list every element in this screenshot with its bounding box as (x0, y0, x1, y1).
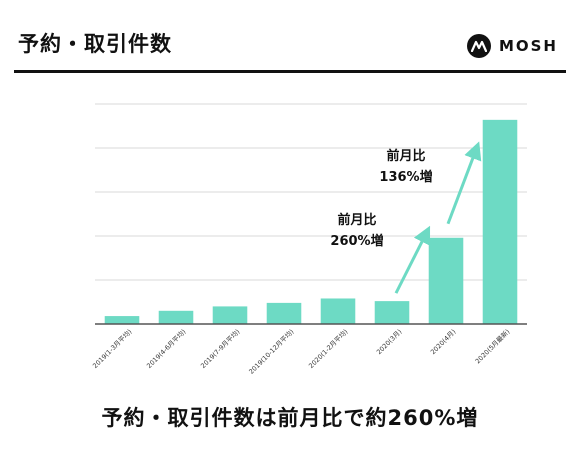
bar (212, 306, 248, 324)
header-divider (14, 70, 566, 73)
bar (266, 302, 302, 324)
growth-arrow (446, 141, 482, 225)
bar (482, 119, 518, 324)
x-tick-label: 2020(4月) (429, 328, 457, 356)
bar (374, 301, 410, 324)
mosh-logo-icon (466, 34, 491, 58)
x-tick-label: 2020(1-2月平均) (306, 327, 349, 370)
brand: MOSH (466, 34, 558, 58)
x-tick-label: 2020(5月最新) (473, 327, 511, 365)
bar (428, 237, 464, 324)
x-tick-label: 2019(7-9月平均) (198, 327, 241, 370)
bar (320, 298, 356, 324)
bar (104, 316, 140, 324)
bar (158, 310, 194, 324)
growth-arrow (394, 225, 431, 294)
bar-chart: 2019(1-3月平均) 2019(4-6月平均) 2019(7-9月平均) 2019… (90, 103, 527, 376)
x-tick-label: 2019(1-3月平均) (90, 327, 133, 370)
annotation-line1: 前月比 (337, 212, 376, 228)
x-tick-label: 2019(10-12月平均) (247, 327, 296, 376)
summary-caption: 予約・取引件数は前月比で約260%増 (101, 406, 479, 430)
annotation-line1: 前月比 (386, 148, 425, 164)
x-tick-label: 2020(3月) (375, 328, 403, 356)
page-title: 予約・取引件数 (18, 32, 172, 56)
annotation-line2: 136%増 (379, 169, 432, 185)
annotation-line2: 260%増 (330, 233, 383, 249)
brand-name: MOSH (498, 37, 558, 55)
x-tick-label: 2019(4-6月平均) (144, 327, 187, 370)
